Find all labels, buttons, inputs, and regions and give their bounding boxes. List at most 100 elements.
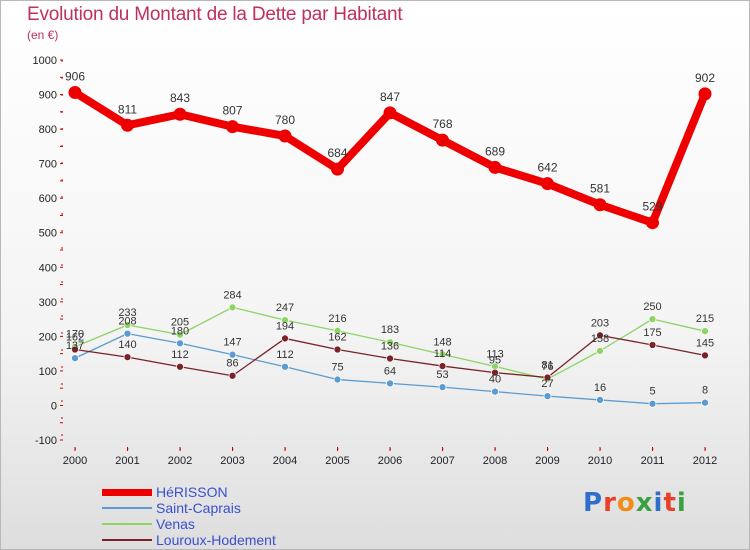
data-label: 40 bbox=[489, 374, 501, 386]
data-point bbox=[596, 331, 604, 340]
data-label: 205 bbox=[171, 317, 189, 329]
data-point bbox=[491, 368, 499, 377]
data-label: 581 bbox=[590, 182, 610, 196]
data-label: 807 bbox=[222, 104, 242, 118]
data-point bbox=[701, 398, 709, 407]
data-label: 233 bbox=[118, 307, 136, 319]
data-label: 847 bbox=[380, 90, 400, 104]
data-label: 811 bbox=[118, 102, 137, 116]
data-label: 250 bbox=[643, 301, 661, 313]
y-tick-label: 300 bbox=[39, 297, 57, 309]
data-point bbox=[386, 379, 394, 388]
data-label: 170 bbox=[66, 329, 84, 341]
chart-legend: HéRISSON Saint-Caprais Venas Louroux-Hodeme… bbox=[102, 484, 276, 548]
logo-letter: r bbox=[603, 488, 617, 518]
data-point bbox=[648, 399, 657, 408]
legend-label: Louroux-Hodement bbox=[156, 532, 276, 548]
data-label: 16 bbox=[594, 382, 606, 394]
data-label: 148 bbox=[433, 336, 451, 348]
x-tick-label: 2010 bbox=[588, 455, 612, 467]
data-point bbox=[698, 87, 712, 101]
data-label: 194 bbox=[276, 320, 294, 332]
data-label: 113 bbox=[486, 348, 504, 360]
data-label: 75 bbox=[331, 362, 343, 374]
data-label: 8 bbox=[702, 385, 708, 397]
data-point bbox=[438, 362, 447, 370]
data-point bbox=[438, 383, 447, 391]
x-tick-label: 2007 bbox=[430, 455, 454, 467]
data-point bbox=[701, 351, 709, 360]
x-tick-label: 2005 bbox=[325, 455, 349, 467]
legend-item: Louroux-Hodement bbox=[102, 532, 276, 548]
chart-subtitle: (en €) bbox=[27, 28, 59, 42]
data-point bbox=[226, 120, 239, 134]
data-point bbox=[281, 334, 289, 343]
data-point bbox=[491, 387, 499, 396]
x-tick-label: 2004 bbox=[273, 455, 297, 467]
legend-label: HéRISSON bbox=[156, 484, 228, 500]
data-label: 27 bbox=[541, 378, 553, 390]
data-point bbox=[176, 330, 184, 339]
legend-swatch bbox=[102, 539, 152, 541]
data-point bbox=[596, 396, 604, 404]
data-label: 203 bbox=[591, 317, 609, 329]
y-tick-label: 800 bbox=[39, 124, 57, 136]
data-point bbox=[438, 350, 447, 359]
y-tick-label: 100 bbox=[39, 366, 57, 378]
y-tick-label: 0 bbox=[51, 400, 57, 412]
data-label: 843 bbox=[170, 91, 190, 105]
data-point bbox=[121, 118, 134, 132]
y-tick-label: 900 bbox=[39, 90, 57, 102]
data-point bbox=[333, 375, 342, 384]
data-point bbox=[68, 85, 82, 99]
data-label: 902 bbox=[695, 71, 715, 85]
data-label: 140 bbox=[118, 339, 136, 351]
data-point bbox=[123, 353, 132, 361]
legend-item: Saint-Caprais bbox=[102, 500, 276, 516]
data-label: 216 bbox=[328, 313, 346, 325]
legend-label: Saint-Caprais bbox=[156, 500, 241, 516]
x-tick-label: 2008 bbox=[483, 455, 507, 467]
data-label: 112 bbox=[276, 349, 294, 361]
data-point bbox=[488, 160, 502, 174]
x-tick-label: 2000 bbox=[63, 455, 87, 467]
y-tick-label: 400 bbox=[39, 262, 57, 274]
data-label: 147 bbox=[223, 337, 241, 349]
data-label: 145 bbox=[696, 337, 714, 349]
legend-swatch bbox=[102, 507, 152, 509]
data-label: 768 bbox=[432, 117, 452, 131]
data-label: 5 bbox=[649, 386, 655, 398]
data-label: 642 bbox=[537, 161, 557, 175]
data-point bbox=[228, 371, 237, 380]
legend-label: Venas bbox=[156, 516, 195, 532]
data-label: 684 bbox=[327, 146, 347, 160]
data-point bbox=[228, 303, 237, 312]
data-point bbox=[543, 392, 552, 400]
chart-title: Evolution du Montant de la Dette par Hab… bbox=[27, 4, 403, 25]
data-point bbox=[648, 341, 657, 349]
x-tick-label: 2002 bbox=[168, 455, 192, 467]
x-tick-label: 2006 bbox=[378, 455, 402, 467]
data-label: 137 bbox=[66, 340, 84, 352]
data-label: 86 bbox=[226, 358, 238, 370]
legend-swatch bbox=[102, 488, 152, 496]
x-tick-label: 2009 bbox=[535, 455, 559, 467]
data-label: 529 bbox=[642, 200, 662, 214]
legend-swatch bbox=[102, 523, 152, 525]
data-label: 284 bbox=[223, 289, 241, 301]
data-point bbox=[543, 373, 552, 382]
data-label: 53 bbox=[436, 369, 448, 381]
data-point bbox=[333, 326, 342, 335]
data-label: 689 bbox=[485, 144, 505, 158]
data-label: 114 bbox=[434, 348, 452, 360]
data-point bbox=[386, 354, 394, 363]
data-label: 81 bbox=[541, 359, 553, 371]
data-label: 906 bbox=[65, 69, 85, 83]
data-label: 162 bbox=[328, 331, 346, 343]
data-point bbox=[541, 177, 554, 191]
data-label: 158 bbox=[591, 333, 609, 345]
data-point bbox=[281, 362, 289, 371]
data-point bbox=[71, 345, 79, 354]
